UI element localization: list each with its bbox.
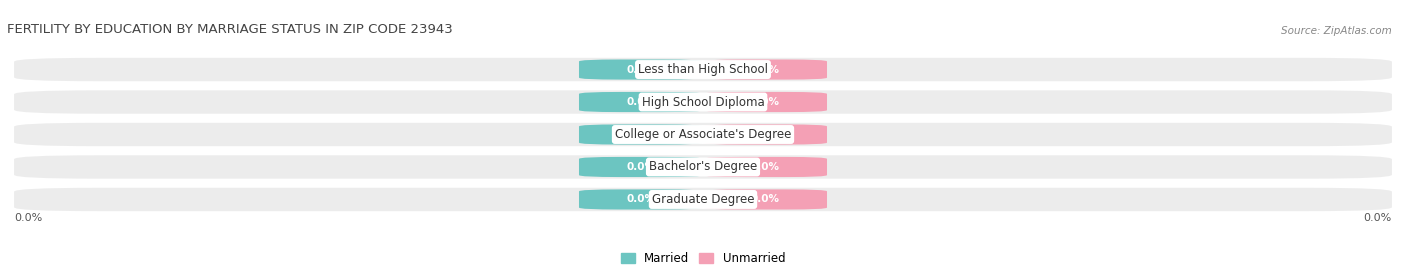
FancyBboxPatch shape: [703, 189, 827, 210]
Text: 0.0%: 0.0%: [1364, 213, 1392, 223]
Text: Source: ZipAtlas.com: Source: ZipAtlas.com: [1281, 26, 1392, 36]
FancyBboxPatch shape: [14, 188, 1392, 211]
Text: 0.0%: 0.0%: [627, 162, 655, 172]
FancyBboxPatch shape: [14, 123, 1392, 146]
FancyBboxPatch shape: [579, 157, 703, 177]
FancyBboxPatch shape: [703, 59, 827, 80]
Text: 0.0%: 0.0%: [627, 194, 655, 204]
FancyBboxPatch shape: [579, 125, 703, 144]
Text: College or Associate's Degree: College or Associate's Degree: [614, 128, 792, 141]
Text: Graduate Degree: Graduate Degree: [652, 193, 754, 206]
Text: 0.0%: 0.0%: [751, 129, 779, 140]
Text: 0.0%: 0.0%: [751, 65, 779, 75]
Legend: Married, Unmarried: Married, Unmarried: [616, 247, 790, 269]
Text: Less than High School: Less than High School: [638, 63, 768, 76]
FancyBboxPatch shape: [703, 92, 827, 112]
Text: 0.0%: 0.0%: [627, 65, 655, 75]
Text: 0.0%: 0.0%: [627, 129, 655, 140]
Text: 0.0%: 0.0%: [751, 162, 779, 172]
FancyBboxPatch shape: [579, 59, 703, 80]
FancyBboxPatch shape: [579, 189, 703, 210]
FancyBboxPatch shape: [14, 90, 1392, 114]
FancyBboxPatch shape: [14, 155, 1392, 179]
Text: Bachelor's Degree: Bachelor's Degree: [650, 161, 756, 174]
Text: 0.0%: 0.0%: [751, 97, 779, 107]
FancyBboxPatch shape: [579, 92, 703, 112]
Text: 0.0%: 0.0%: [751, 194, 779, 204]
Text: FERTILITY BY EDUCATION BY MARRIAGE STATUS IN ZIP CODE 23943: FERTILITY BY EDUCATION BY MARRIAGE STATU…: [7, 23, 453, 36]
Text: High School Diploma: High School Diploma: [641, 95, 765, 108]
Text: 0.0%: 0.0%: [14, 213, 42, 223]
Text: 0.0%: 0.0%: [627, 97, 655, 107]
FancyBboxPatch shape: [14, 58, 1392, 81]
FancyBboxPatch shape: [703, 125, 827, 144]
FancyBboxPatch shape: [703, 157, 827, 177]
